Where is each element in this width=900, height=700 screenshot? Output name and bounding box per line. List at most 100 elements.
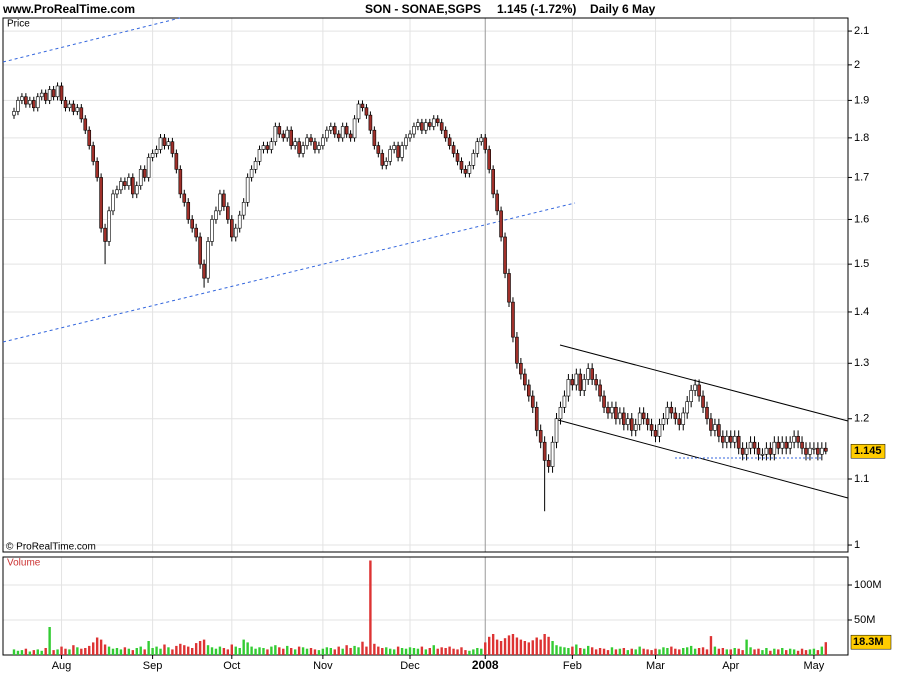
volume-bar (650, 650, 653, 655)
candle-body (293, 141, 297, 146)
volume-bar (349, 648, 352, 655)
grid (3, 18, 848, 655)
candle-body (309, 137, 313, 143)
volume-bar (60, 646, 63, 655)
volume-bar (198, 641, 202, 655)
volume-bar (646, 649, 649, 655)
candle-body (75, 107, 80, 112)
candle-body (39, 92, 44, 98)
volume-bar (523, 641, 527, 655)
candle-body (479, 137, 484, 143)
volume-bar (242, 639, 245, 655)
marks (12, 82, 828, 655)
volume-bar (567, 648, 570, 655)
volume-bar (155, 646, 158, 655)
volume-bar (682, 648, 685, 655)
y-tick-label: 1.3 (854, 357, 869, 369)
y-tick-label: 100M (854, 579, 882, 591)
candle-body (772, 441, 777, 455)
volume-bar (103, 644, 107, 655)
volume-bar (476, 648, 479, 655)
candle-body (728, 435, 733, 443)
volume-bar (313, 649, 317, 655)
volume-bar (654, 648, 657, 655)
volume-bar (392, 649, 396, 655)
volume-bar (64, 648, 67, 655)
volume-bar (206, 645, 210, 655)
volume-bar (499, 641, 503, 655)
volume-bar (52, 650, 55, 655)
candle-body (233, 227, 238, 238)
candle-body (653, 430, 658, 437)
volume-bar (119, 649, 123, 655)
candle-body (35, 96, 40, 109)
candle-body (289, 129, 294, 146)
volume-bar (365, 646, 368, 655)
candle-body (404, 137, 408, 146)
volume-bar (551, 641, 554, 655)
volume-bar (32, 650, 35, 655)
volume-bar (258, 647, 261, 655)
volume-bar (345, 645, 348, 655)
copyright: © ProRealTime.com (6, 542, 96, 553)
volume-bar (614, 649, 618, 655)
volume-bar (317, 650, 321, 655)
volume-bar (191, 648, 194, 655)
candle-body (111, 193, 115, 212)
volume-bar (480, 648, 483, 655)
volume-bar (804, 650, 808, 655)
candle-body (443, 129, 448, 139)
candle-body (736, 435, 741, 449)
volume-bar (416, 648, 420, 655)
candle-body (562, 395, 567, 408)
volume-bar (678, 649, 681, 655)
volume-bar (36, 649, 39, 655)
volume-bar (68, 649, 71, 655)
volume-bar (788, 648, 792, 655)
candle-body (820, 447, 824, 455)
candle-body (633, 424, 638, 431)
volume-bar (226, 649, 230, 655)
candle-body (178, 169, 183, 195)
volume-bar (135, 648, 138, 655)
candle-body (297, 141, 301, 154)
candle-body (332, 126, 337, 135)
volume-bar (559, 646, 562, 655)
candle-body (812, 447, 816, 450)
volume-bar (460, 647, 463, 655)
volume-bar (131, 650, 134, 655)
volume-bar (234, 646, 237, 655)
price-panel (2, 17, 849, 553)
candle-body (542, 441, 547, 461)
candle-body (384, 161, 389, 166)
volume-bar (781, 648, 784, 655)
volume-bar (361, 641, 364, 655)
site-name[interactable]: www.ProRealTime.com (2, 2, 135, 16)
volume-bar (757, 648, 760, 655)
y-tick-label: 1.4 (854, 306, 869, 318)
volume-bar (274, 645, 277, 655)
volume-bar (515, 637, 519, 655)
y-tick-label: 1.7 (854, 171, 869, 183)
volume-bar (171, 649, 174, 655)
volume-bar (709, 636, 713, 655)
candle-body (538, 430, 543, 443)
candle-body (625, 418, 630, 425)
candle-body (566, 379, 571, 397)
candle-body (487, 149, 492, 170)
volume-bar (452, 648, 455, 655)
candle-body (368, 114, 373, 131)
candle-body (59, 85, 64, 101)
candle-body (420, 122, 424, 131)
volume-bar (717, 648, 721, 655)
candle-body (31, 100, 36, 109)
volume-bar (297, 646, 301, 655)
candle-body (570, 379, 575, 386)
candle-body (724, 435, 729, 443)
candle-body (218, 193, 222, 212)
candle-body (340, 126, 345, 139)
volume-bar (503, 638, 507, 655)
candle-body (321, 137, 325, 146)
volume-bar (777, 649, 780, 655)
volume-bar (88, 645, 91, 655)
